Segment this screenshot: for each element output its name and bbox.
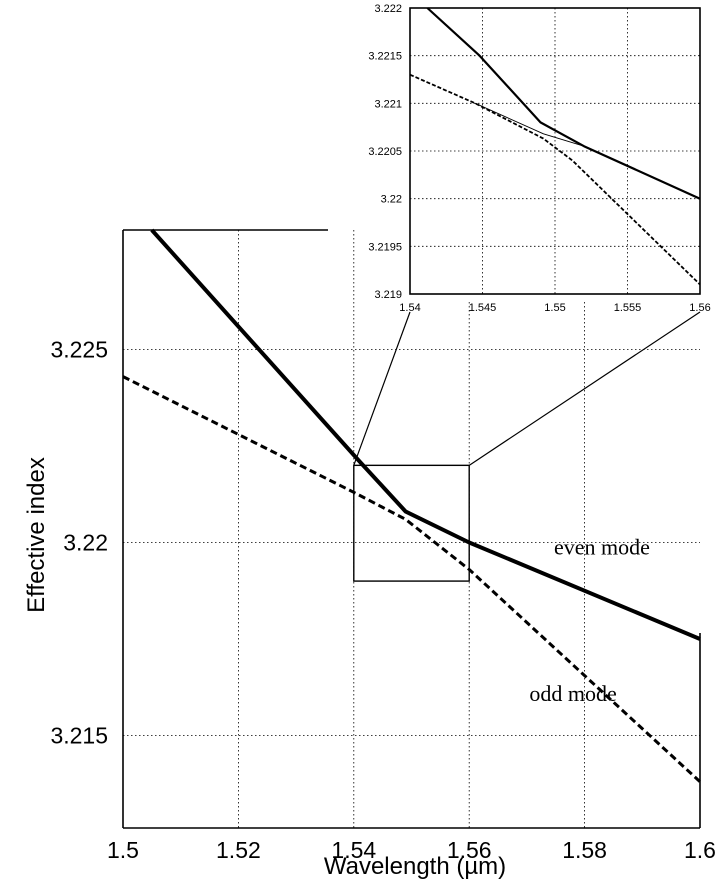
y-tick-label: 3.225 bbox=[50, 337, 108, 363]
x-tick-label: 1.6 bbox=[684, 837, 716, 863]
inset-y-tick-label: 3.2195 bbox=[368, 241, 402, 253]
x-tick-label: 1.58 bbox=[562, 837, 607, 863]
main-x-ticks: 1.5 1.52 1.54 1.56 1.58 1.6 bbox=[107, 837, 716, 863]
connector-line-left bbox=[353, 311, 411, 466]
inset-y-ticks: 3.219 3.2195 3.22 3.2205 3.221 3.2215 3.222 bbox=[368, 3, 402, 301]
inset-y-tick-label: 3.222 bbox=[374, 3, 402, 15]
inset-x-ticks: 1.54 1.545 1.55 1.555 1.56 bbox=[399, 302, 710, 314]
inset-series-line-even-mode bbox=[426, 7, 701, 200]
series-line-odd-mode bbox=[122, 375, 702, 783]
x-axis-label: Wavelength (µm) bbox=[324, 853, 506, 880]
main-series bbox=[122, 228, 702, 783]
connector-line-right bbox=[468, 311, 701, 466]
inset-y-tick-label: 3.22 bbox=[381, 194, 402, 206]
zoom-box bbox=[353, 464, 470, 582]
inset-y-tick-label: 3.2205 bbox=[368, 146, 402, 158]
x-tick-label: 1.54 bbox=[331, 837, 376, 863]
inset-grid bbox=[410, 8, 700, 294]
main-grid bbox=[123, 230, 700, 828]
zoom-rectangle bbox=[353, 464, 470, 582]
inset-frame bbox=[409, 7, 701, 295]
zoom-connector-lines bbox=[353, 311, 701, 466]
inset-x-tick-label: 1.55 bbox=[544, 302, 565, 314]
inset-y-tick-label: 3.219 bbox=[374, 289, 402, 301]
x-tick-label: 1.5 bbox=[107, 837, 139, 863]
inset-x-tick-label: 1.545 bbox=[469, 302, 497, 314]
y-tick-label: 3.22 bbox=[63, 530, 108, 556]
inset-series-line-odd-mode bbox=[409, 73, 701, 286]
inset-x-tick-label: 1.56 bbox=[689, 302, 710, 314]
inset-x-tick-label: 1.555 bbox=[614, 302, 642, 314]
inset-series bbox=[409, 7, 701, 286]
inset-border bbox=[409, 7, 701, 295]
main-annotations: even mode odd mode bbox=[529, 534, 649, 706]
y-axis-label: Effective index bbox=[23, 457, 50, 613]
inset-plot: 1.54 1.545 1.55 1.555 1.56 3.2193.21953.223.… bbox=[368, 0, 711, 314]
main-plot: 1.5 1.52 1.54 1.56 1.58 1.6 3.215 3.22 3.225 ev… bbox=[50, 228, 716, 863]
series-line-even-mode bbox=[150, 228, 701, 641]
x-tick-label: 1.56 bbox=[447, 837, 492, 863]
inset-y-tick-label: 3.2215 bbox=[368, 51, 402, 63]
inset-background bbox=[410, 0, 700, 300]
main-frame bbox=[122, 229, 701, 829]
annotation-even-mode: even mode bbox=[554, 534, 650, 559]
annotation-odd-mode: odd mode bbox=[529, 681, 616, 706]
x-tick-label: 1.52 bbox=[216, 837, 261, 863]
inset-y-tick-label: 3.221 bbox=[374, 98, 402, 110]
y-tick-label: 3.215 bbox=[50, 722, 108, 748]
inset-x-tick-label: 1.54 bbox=[399, 302, 420, 314]
main-y-ticks: 3.215 3.22 3.225 bbox=[50, 337, 108, 749]
inset-thin-line bbox=[475, 102, 585, 147]
